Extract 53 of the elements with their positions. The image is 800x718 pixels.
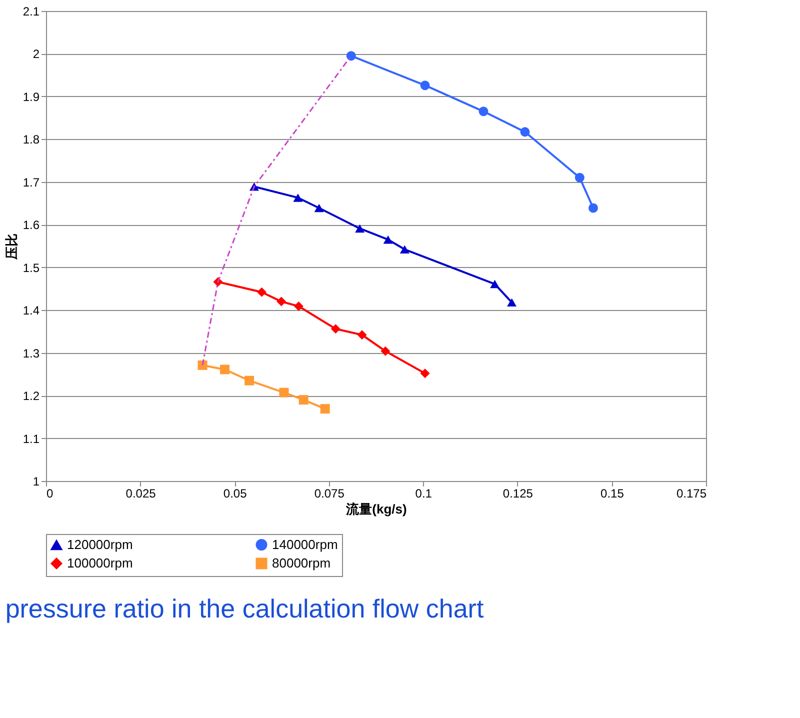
point: [279, 388, 289, 398]
x-axis-title: 流量(kg/s): [345, 502, 407, 516]
point: [198, 360, 208, 370]
y-tick-label: 2.1: [22, 4, 40, 18]
point: [507, 298, 517, 307]
legend-label: 80000rpm: [272, 556, 331, 570]
point: [574, 172, 584, 182]
point: [298, 395, 308, 405]
legend-label: 100000rpm: [67, 556, 133, 570]
x-tick-label: 0.05: [223, 486, 248, 500]
x-tick-label: 0.1: [415, 486, 432, 500]
x-tick-label: 0.125: [502, 486, 534, 500]
y-tick-label: 1.3: [22, 346, 40, 360]
text: pressure ratio in the calculation flow chart: [5, 594, 484, 624]
point: [293, 194, 303, 202]
point: [294, 302, 304, 311]
point: [383, 235, 393, 244]
point: [420, 80, 430, 90]
point: [355, 224, 365, 233]
y-tick-label: 1.1: [22, 432, 40, 446]
point: [478, 106, 488, 116]
y-tick-label: 1.8: [22, 132, 40, 147]
y-tick-label: 1.6: [22, 218, 40, 232]
point: [346, 51, 356, 61]
point: [314, 204, 324, 212]
legend-label: 140000rpm: [272, 536, 338, 552]
point: [588, 203, 598, 213]
y-tick-label: 1.9: [22, 90, 40, 104]
point: [490, 280, 500, 288]
legend-label: 120000rpm: [67, 537, 133, 552]
x-tick-label: 0.025: [126, 486, 156, 500]
y-tick-label: 1.2: [22, 389, 40, 404]
point: [244, 376, 254, 386]
y-tick-label: 2: [32, 47, 40, 62]
y-tick-label: 1.5: [22, 260, 40, 275]
point: [256, 287, 266, 297]
x-tick-label: 0.075: [314, 486, 345, 500]
y-tick-label: 1.7: [22, 175, 40, 190]
point: [220, 364, 230, 374]
point: [520, 127, 530, 137]
x-tick-label: 0.15: [600, 486, 624, 500]
x-tick-label: 0: [46, 486, 54, 500]
point: [400, 245, 410, 254]
point: [330, 324, 340, 334]
point: [380, 346, 390, 356]
y-axis-title: 压比: [4, 234, 19, 260]
point: [420, 368, 430, 378]
point: [357, 330, 367, 340]
y-tick-label: 1: [32, 474, 40, 488]
x-tick-label: 0.175: [676, 486, 707, 500]
point: [276, 296, 286, 306]
y-tick-label: 1.4: [22, 304, 40, 318]
point: [320, 404, 330, 414]
